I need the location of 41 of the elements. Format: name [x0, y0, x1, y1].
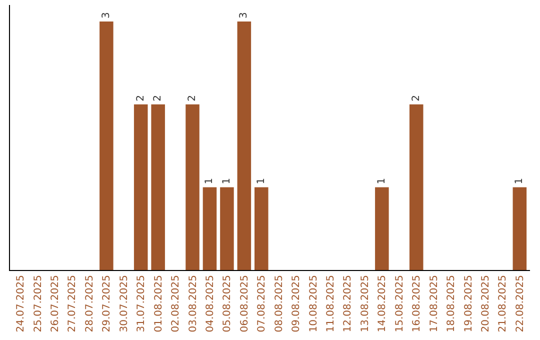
x-tick-label: 06.08.2025: [239, 275, 250, 332]
x-tick-label: 08.08.2025: [274, 275, 285, 332]
x-tick-label: 05.08.2025: [222, 275, 234, 332]
x-tick-label: 11.08.2025: [326, 275, 337, 332]
data-label: 3: [100, 12, 112, 19]
x-tick-label: 01.08.2025: [153, 275, 164, 332]
data-label: 2: [410, 95, 422, 102]
x-tick-label: 03.08.2025: [188, 275, 199, 332]
data-label: 1: [256, 178, 267, 184]
x-tick-label: 24.07.2025: [16, 275, 27, 332]
x-tick-label: 17.08.2025: [428, 275, 440, 332]
x-tick-label: 07.08.2025: [256, 275, 268, 332]
x-tick-label: 29.07.2025: [102, 275, 113, 332]
x-tick-label: 15.08.2025: [394, 275, 406, 332]
x-tick-label: 25.07.2025: [32, 275, 44, 332]
x-tick-label: 16.08.2025: [412, 275, 423, 332]
data-label: 1: [204, 178, 216, 184]
x-tick-label: 30.07.2025: [118, 275, 130, 332]
data-label: 3: [238, 12, 250, 19]
x-tick-label: 13.08.2025: [360, 275, 371, 332]
data-label: 1: [514, 178, 526, 184]
x-tick-label: 18.08.2025: [446, 275, 458, 332]
x-tick-label: 12.08.2025: [342, 275, 354, 332]
data-label: 2: [187, 95, 198, 102]
data-label: 1: [221, 178, 232, 184]
x-tick-label: 10.08.2025: [308, 275, 320, 332]
data-label: 1: [376, 178, 388, 184]
x-tick-label: 02.08.2025: [170, 275, 182, 332]
x-tick-label: 21.08.2025: [498, 275, 509, 332]
x-tick-label: 31.07.2025: [136, 275, 148, 332]
x-tick-label: 28.07.2025: [84, 275, 96, 332]
data-label: 2: [152, 95, 164, 102]
x-tick-label: 19.08.2025: [463, 275, 474, 332]
x-tick-label: 09.08.2025: [291, 275, 302, 332]
x-tick-label: 26.07.2025: [50, 275, 62, 332]
x-tick-label: 22.08.2025: [514, 275, 526, 332]
x-tick-label: 27.07.2025: [67, 275, 78, 332]
x-tick-label: 20.08.2025: [480, 275, 492, 332]
data-label: 2: [135, 95, 146, 102]
x-tick-label: 04.08.2025: [204, 275, 216, 332]
x-tick-label: 14.08.2025: [377, 275, 388, 332]
